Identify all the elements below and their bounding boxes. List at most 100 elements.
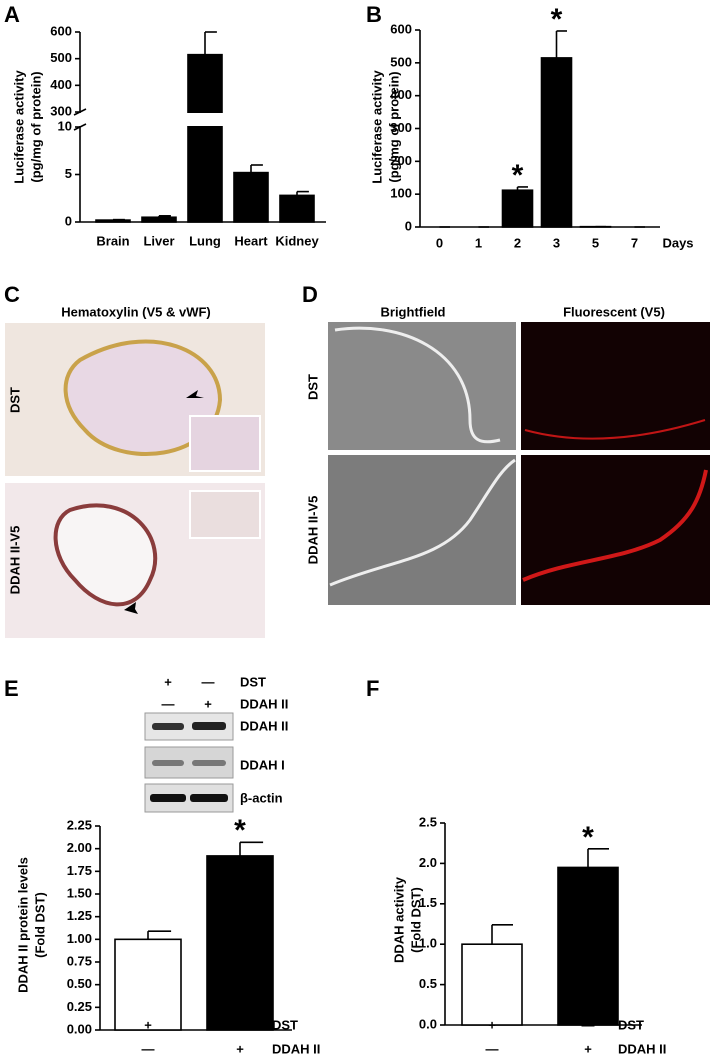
x-tick-label: 7 — [631, 235, 638, 250]
group-label: DDAH II — [272, 1041, 320, 1056]
bar — [187, 53, 223, 223]
vessel — [329, 458, 516, 587]
y-tick-label: 600 — [50, 23, 72, 38]
panel-title: Hematoxylin (V5 & vWF) — [61, 304, 211, 319]
vessel — [334, 326, 501, 444]
blot-band-label: β-actin — [240, 790, 283, 805]
y-tick-label: 0.50 — [67, 976, 92, 991]
blot-sign: + — [164, 674, 172, 689]
vessel — [53, 503, 158, 607]
group-label: DST — [618, 1017, 644, 1032]
y-tick-label: 10 — [58, 118, 72, 133]
inset — [189, 490, 261, 539]
bar — [95, 219, 131, 223]
y-tick-label: 500 — [390, 54, 412, 69]
y-tick-label: 300 — [50, 103, 72, 118]
bar — [279, 194, 315, 223]
significance-label: * — [234, 814, 246, 847]
blot-sign: + — [204, 696, 212, 711]
blot-band — [150, 794, 186, 802]
bar — [540, 57, 573, 228]
arrow — [186, 390, 204, 398]
y-axis-label: (pg/mg of protein) — [28, 71, 43, 182]
blot-band — [190, 794, 228, 802]
y-tick-label: 1.75 — [67, 863, 92, 878]
blot-band — [192, 760, 226, 766]
bar — [206, 855, 274, 1031]
y-tick-label: 400 — [390, 87, 412, 102]
y-axis-label: Luciferase activity — [11, 70, 26, 184]
y-tick-label: 500 — [50, 50, 72, 65]
x-tick-label: Brain — [96, 233, 129, 248]
x-tick-label: 1 — [475, 235, 482, 250]
x-axis-label: Days — [662, 235, 693, 250]
panel-label: F — [366, 676, 379, 701]
y-tick-label: 2.25 — [67, 817, 92, 832]
y-tick-label: 300 — [390, 120, 412, 135]
panel-label: A — [4, 2, 20, 27]
panel-label: E — [4, 676, 19, 701]
blot-band — [192, 722, 226, 730]
y-tick-label: 1.0 — [419, 936, 437, 951]
y-tick-label: 2.00 — [67, 840, 92, 855]
arrow — [124, 602, 138, 614]
axis-break-mark — [73, 108, 87, 116]
group-sign: + — [144, 1017, 152, 1032]
x-tick-label: 2 — [514, 235, 521, 250]
y-tick-label: 400 — [50, 77, 72, 92]
x-tick-label: Heart — [234, 233, 268, 248]
fluorescence — [522, 469, 708, 582]
bar — [461, 943, 523, 1026]
group-sign: + — [584, 1041, 592, 1056]
group-label: DDAH II — [618, 1041, 666, 1056]
y-tick-label: 0.5 — [419, 976, 437, 991]
y-tick-label: 0.0 — [419, 1016, 437, 1031]
panel-label: C — [4, 282, 20, 307]
blot-condition-label: DST — [240, 674, 266, 689]
panel-label: B — [366, 2, 382, 27]
y-axis-label: (pg/mg of protein) — [386, 71, 401, 182]
blot-band — [152, 723, 184, 730]
blot-band — [152, 760, 184, 766]
column-label: Brightfield — [381, 304, 446, 319]
x-tick-label: 5 — [592, 235, 599, 250]
group-sign: — — [486, 1041, 499, 1056]
micrograph — [521, 455, 710, 605]
group-sign: — — [142, 1041, 155, 1056]
group-sign: — — [582, 1017, 595, 1032]
y-tick-label: 0.75 — [67, 953, 92, 968]
y-tick-label: 1.25 — [67, 908, 92, 923]
y-tick-label: 2.5 — [419, 814, 437, 829]
blot-sign: — — [162, 696, 175, 711]
row-label: DST — [7, 387, 22, 413]
x-tick-label: Kidney — [275, 233, 319, 248]
y-tick-label: 1.00 — [67, 931, 92, 946]
group-sign: + — [488, 1017, 496, 1032]
y-tick-label: 1.5 — [419, 895, 437, 910]
blot-band-label: DDAH I — [240, 757, 285, 772]
y-axis-label: Luciferase activity — [369, 70, 384, 184]
y-tick-label: 0.25 — [67, 999, 92, 1014]
blot-band-label: DDAH II — [240, 718, 288, 733]
panel-label: D — [302, 282, 318, 307]
column-label: Fluorescent (V5) — [563, 304, 665, 319]
axis-break-mark — [73, 123, 87, 131]
micrograph — [328, 455, 516, 605]
group-sign: — — [234, 1017, 247, 1032]
bar — [141, 216, 177, 223]
bar — [557, 866, 619, 1026]
y-axis-label: (Fold DST) — [408, 887, 423, 953]
blot-sign: — — [202, 674, 215, 689]
y-axis-label: DDAH II protein levels — [15, 857, 30, 993]
x-tick-label: Lung — [189, 233, 221, 248]
y-tick-label: 0 — [405, 218, 412, 233]
group-sign: + — [236, 1041, 244, 1056]
fluorescence — [524, 419, 706, 440]
y-axis-label: (Fold DST) — [32, 892, 47, 958]
y-tick-label: 1.50 — [67, 885, 92, 900]
bar — [233, 171, 269, 223]
significance-label: * — [551, 3, 563, 36]
x-tick-label: Liver — [143, 233, 174, 248]
row-label: DST — [305, 374, 320, 400]
y-tick-label: 2.0 — [419, 855, 437, 870]
